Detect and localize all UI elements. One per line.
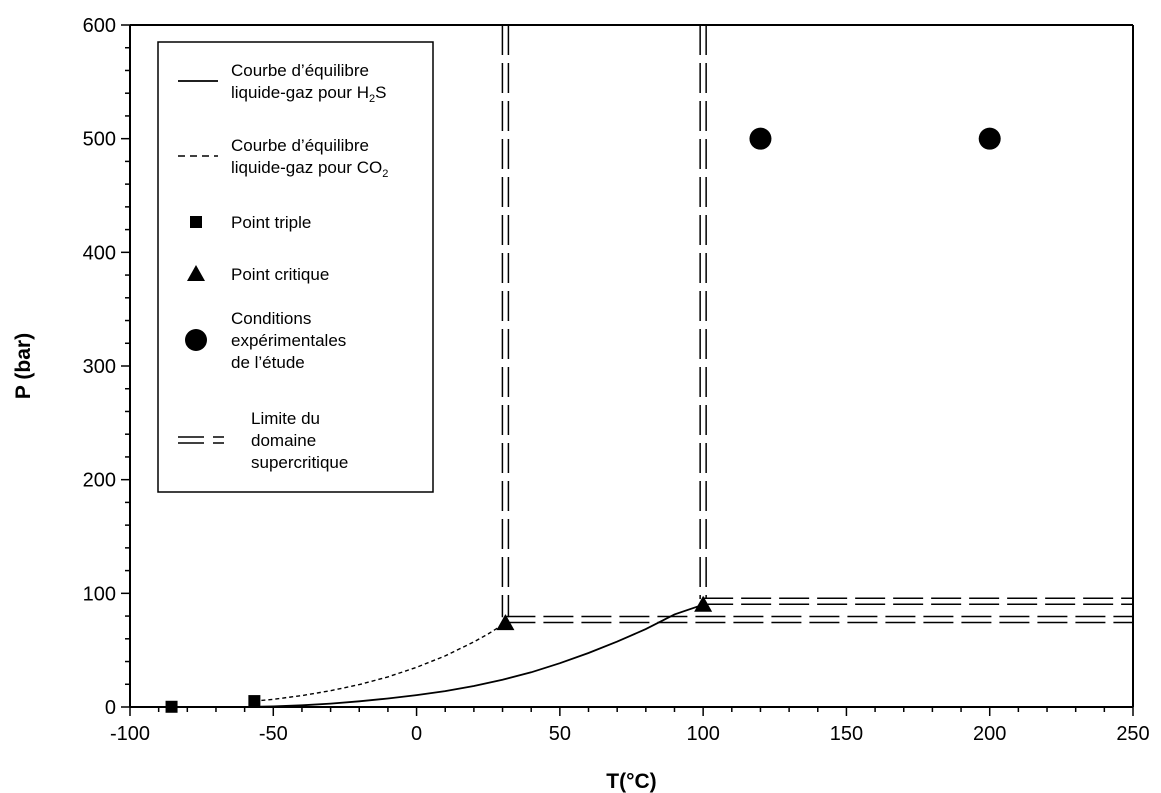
- legend-item: Courbe d’équilibre liquide-gaz pour H2S: [178, 61, 386, 105]
- x-tick-label: 0: [411, 723, 422, 745]
- x-tick-label: 50: [549, 723, 571, 745]
- legend-label: Courbe d’équilibre: [231, 136, 369, 155]
- legend-item: Point critique: [187, 265, 329, 284]
- legend-item: Point triple: [190, 213, 311, 232]
- legend-item: Limite du domaine supercritique: [178, 409, 348, 472]
- y-tick-label: 400: [83, 242, 116, 264]
- x-tick-label: 150: [830, 723, 863, 745]
- legend-label: expérimentales: [231, 331, 346, 350]
- critical-point-marker: [694, 595, 713, 612]
- co2-equilibrium-curve: [254, 622, 506, 702]
- x-tick-label: -100: [110, 723, 150, 745]
- legend-item: Conditions expérimentales de l’étude: [185, 309, 346, 372]
- legend-label: Point critique: [231, 265, 329, 284]
- plot-marks: [165, 25, 1133, 713]
- legend-square-symbol: [190, 216, 202, 228]
- legend-circle-symbol: [185, 329, 207, 351]
- legend-label: de l’étude: [231, 353, 305, 372]
- y-tick-label: 100: [83, 583, 116, 605]
- y-axis-title: P (bar): [12, 333, 35, 399]
- experimental-condition-marker: [749, 127, 772, 150]
- legend-label: Limite du: [251, 409, 320, 428]
- h2s-equilibrium-curve: [244, 603, 704, 708]
- x-tick-label: -50: [259, 723, 288, 745]
- legend-item: Courbe d’équilibre liquide-gaz pour CO2: [178, 136, 388, 180]
- y-tick-label: 600: [83, 15, 116, 37]
- x-tick-label: 200: [973, 723, 1006, 745]
- legend-triangle-symbol: [187, 265, 205, 281]
- experimental-condition-marker: [978, 127, 1001, 150]
- legend-label: liquide-gaz pour CO2: [231, 158, 388, 180]
- legend-label: Conditions: [231, 309, 311, 328]
- x-axis-title: T(°C): [606, 770, 656, 793]
- legend-label: domaine: [251, 431, 316, 450]
- triple-point-marker: [248, 695, 261, 708]
- legend-label: supercritique: [251, 453, 348, 472]
- axes: [129, 24, 1134, 708]
- y-tick-label: 500: [83, 129, 116, 151]
- y-tick-label: 300: [83, 356, 116, 378]
- legend-label: liquide-gaz pour H2S: [231, 83, 386, 105]
- critical-point-marker: [496, 614, 515, 631]
- y-tick-label: 200: [83, 470, 116, 492]
- x-tick-label: 250: [1116, 723, 1149, 745]
- legend-box: [157, 41, 434, 493]
- legend-label: Point triple: [231, 213, 311, 232]
- axis-ticks: -100 -50 0 50 100 150 200 250 0 100 200 300 400 500 60…: [83, 15, 1150, 745]
- legend-label: Courbe d’équilibre: [231, 61, 369, 80]
- y-tick-label: 0: [105, 697, 116, 719]
- x-tick-label: 100: [686, 723, 719, 745]
